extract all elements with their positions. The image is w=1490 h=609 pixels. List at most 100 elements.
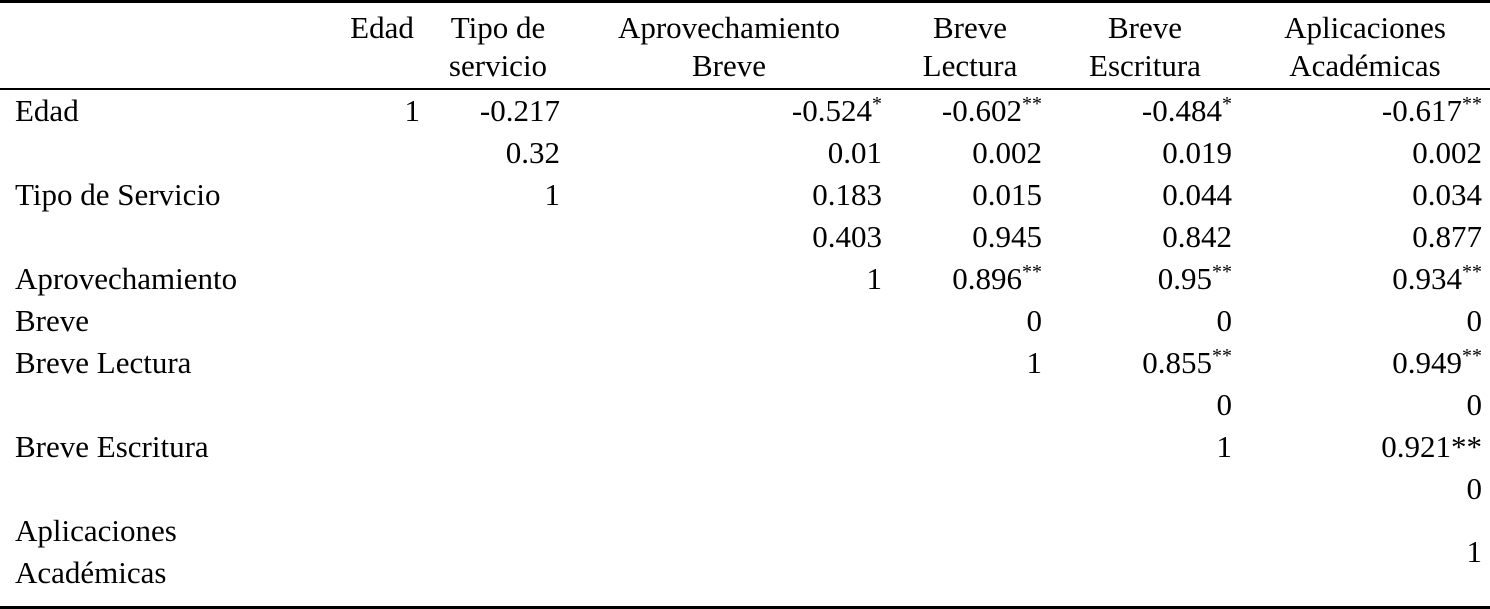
corner-header-cell [0,1,336,90]
correlation-cell: -0.617** [1381,93,1482,128]
row-label-tipo-de-servicio: Tipo de Servicio [15,177,221,212]
p-value-cell: 0.01 [827,135,882,170]
row-label-aprovechamiento-breve: Aprovechamiento Breve [15,261,238,338]
correlation-cell: -0.602** [941,93,1042,128]
correlation-cell [336,510,428,608]
significance-marker: * [1222,93,1232,115]
significance-marker: ** [1462,261,1482,283]
correlation-cell: -0.524* [791,93,882,128]
correlation-cell [336,426,428,468]
p-value-cell [428,300,568,342]
significance-marker: ** [1212,261,1232,283]
significance-marker: ** [1462,93,1482,115]
p-value-cell [336,468,428,510]
p-value-cell: 0 [1026,303,1043,338]
p-value-cell: 0 [1216,303,1233,338]
correlation-cell [336,258,428,300]
correlation-cell: 0.896** [952,261,1042,296]
table-body: Edad 1 -0.217 -0.524* -0.602** -0.484* -… [0,89,1490,608]
p-value-cell: 0.945 [972,219,1042,254]
correlation-cell [428,426,568,468]
p-value-cell [890,384,1050,426]
correlation-cell [428,342,568,384]
correlation-cell [890,510,1050,608]
row-label-edad: Edad [15,93,79,128]
p-value-cell: 0.002 [1412,135,1482,170]
correlation-cell: 0.921** [1381,429,1482,464]
correlation-cell: 0.034 [1412,177,1482,212]
significance-marker: * [872,93,882,115]
p-value-cell [428,468,568,510]
p-value-cell: 0.32 [505,135,560,170]
p-value-cell: 0.877 [1412,219,1482,254]
p-value-cell: 0 [1216,387,1233,422]
p-value-cell: 0.002 [972,135,1042,170]
table-row-aprovechamiento-breve-r: Aprovechamiento Breve 1 0.896** 0.95** 0… [0,258,1490,338]
p-value-cell: 0 [1466,387,1483,422]
table-row-edad-r: Edad 1 -0.217 -0.524* -0.602** -0.484* -… [0,89,1490,132]
significance-marker: ** [1212,345,1232,367]
correlation-cell [336,342,428,384]
table-row-breve-escritura-r: Breve Escritura 1 0.921** [0,426,1490,468]
correlation-cell: -0.484* [1141,93,1232,128]
column-header-aprovechamiento-breve: Aprovechamiento Breve [568,1,890,90]
p-value-cell: 0 [1466,471,1483,506]
correlation-cell [428,510,568,608]
table-row-breve-lectura-r: Breve Lectura 1 0.855** 0.949** [0,342,1490,384]
table-row-breve-lectura-p: 0 0 [0,384,1490,426]
p-value-cell [568,468,890,510]
table-row-edad-p: 0.32 0.01 0.002 0.019 0.002 [0,132,1490,174]
correlation-cell: 1 [544,177,561,212]
correlation-cell [568,510,890,608]
p-value-cell [336,384,428,426]
correlation-cell: 0.015 [972,177,1042,212]
column-header-breve-lectura: Breve Lectura [890,1,1050,90]
p-value-cell [1050,468,1240,510]
row-label-aplicaciones-academicas: Aplicaciones Académicas [15,513,177,590]
correlation-cell: 1 [1216,429,1233,464]
correlation-cell: 1 [866,261,883,296]
column-header-breve-escritura: Breve Escritura [1050,1,1240,90]
correlation-cell: 1 [1026,345,1043,380]
row-label-breve-lectura: Breve Lectura [15,345,192,380]
p-value-cell [428,216,568,258]
p-value-cell [568,384,890,426]
correlation-cell [568,342,890,384]
significance-marker: ** [1022,261,1042,283]
correlation-cell: -0.217 [479,93,560,128]
p-value-cell [336,216,428,258]
table-row-tipo-de-servicio-r: Tipo de Servicio 1 0.183 0.015 0.044 0.0… [0,174,1490,216]
correlation-cell [568,426,890,468]
table-header: Edad Tipo de servicio Aprovechamiento Br… [0,1,1490,90]
table-row-breve-escritura-p: 0 [0,468,1490,510]
table-row-aprovechamiento-breve-p: 0 0 0 [0,300,1490,342]
table-row-tipo-de-servicio-p: 0.403 0.945 0.842 0.877 [0,216,1490,258]
correlation-cell: 0.949** [1392,345,1482,380]
correlation-cell [890,426,1050,468]
correlation-cell: 0.044 [1162,177,1232,212]
p-value-cell [336,132,428,174]
correlation-cell: 1 [1466,534,1483,569]
p-value-cell [336,300,428,342]
column-header-aplicaciones-academicas: Aplicaciones Académicas [1240,1,1490,90]
correlation-cell [1050,510,1240,608]
column-header-tipo-de-servicio: Tipo de servicio [428,1,568,90]
p-value-cell: 0 [1466,303,1483,338]
column-header-edad: Edad [336,1,428,90]
correlation-cell: 0.95** [1157,261,1232,296]
p-value-cell: 0.403 [812,219,882,254]
correlation-cell: 0.183 [812,177,882,212]
correlation-cell: 0.855** [1142,345,1232,380]
significance-marker: ** [1462,345,1482,367]
significance-marker: ** [1022,93,1042,115]
correlation-cell: 0.934** [1392,261,1482,296]
correlation-cell [428,258,568,300]
table-row-aplicaciones-academicas: Aplicaciones Académicas 1 [0,510,1490,608]
p-value-cell [890,468,1050,510]
row-label-breve-escritura: Breve Escritura [15,429,209,464]
p-value-cell: 0.842 [1162,219,1232,254]
header-row: Edad Tipo de servicio Aprovechamiento Br… [0,1,1490,90]
correlation-cell: 1 [404,93,421,128]
